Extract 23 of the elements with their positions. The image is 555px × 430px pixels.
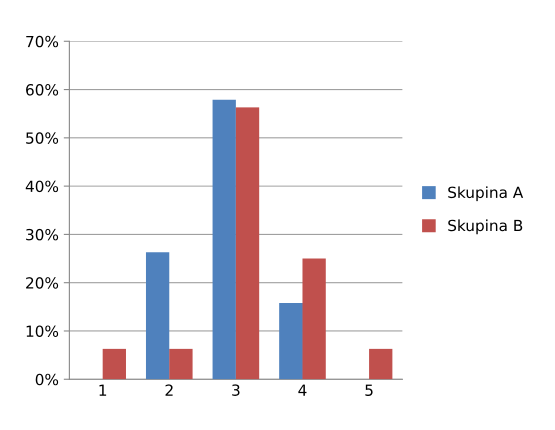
y-tick-label: 30% [26, 228, 58, 240]
bar [302, 258, 326, 380]
bar [146, 252, 170, 380]
x-tick-label: 3 [232, 384, 240, 396]
bar [102, 348, 126, 380]
x-tick-label: 4 [298, 384, 306, 396]
x-tick-label: 5 [365, 384, 373, 396]
legend-label: Skupina A [448, 186, 524, 202]
y-tick-label: 50% [26, 132, 58, 144]
x-tick-label: 2 [166, 384, 173, 396]
bar [369, 348, 392, 380]
x-tick-label: 1 [99, 384, 106, 396]
legend-label: Skupina B [448, 219, 522, 234]
y-tick-label: 60% [26, 84, 58, 96]
y-tick-label: 70% [26, 36, 58, 48]
y-tick-label: 20% [26, 277, 58, 289]
y-tick-label: 10% [26, 325, 58, 337]
bar [212, 100, 236, 380]
y-tick-label: 40% [26, 180, 58, 192]
bar [236, 107, 260, 380]
y-tick-label: 0% [36, 374, 58, 386]
bar [279, 302, 302, 380]
bar [169, 348, 193, 380]
